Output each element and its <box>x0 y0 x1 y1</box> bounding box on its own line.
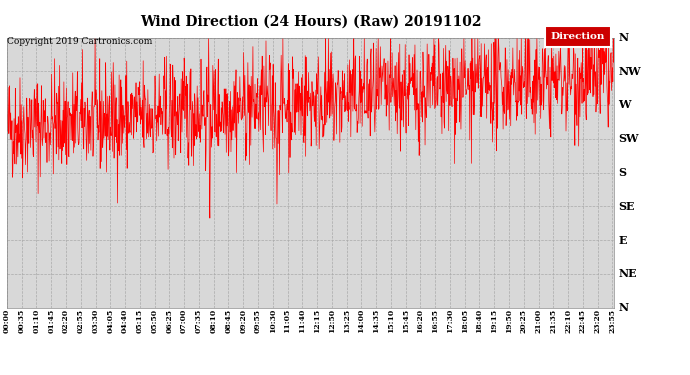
Text: Copyright 2019 Cartronics.com: Copyright 2019 Cartronics.com <box>7 38 152 46</box>
Text: Direction: Direction <box>551 32 605 41</box>
Text: Wind Direction (24 Hours) (Raw) 20191102: Wind Direction (24 Hours) (Raw) 20191102 <box>140 15 481 29</box>
